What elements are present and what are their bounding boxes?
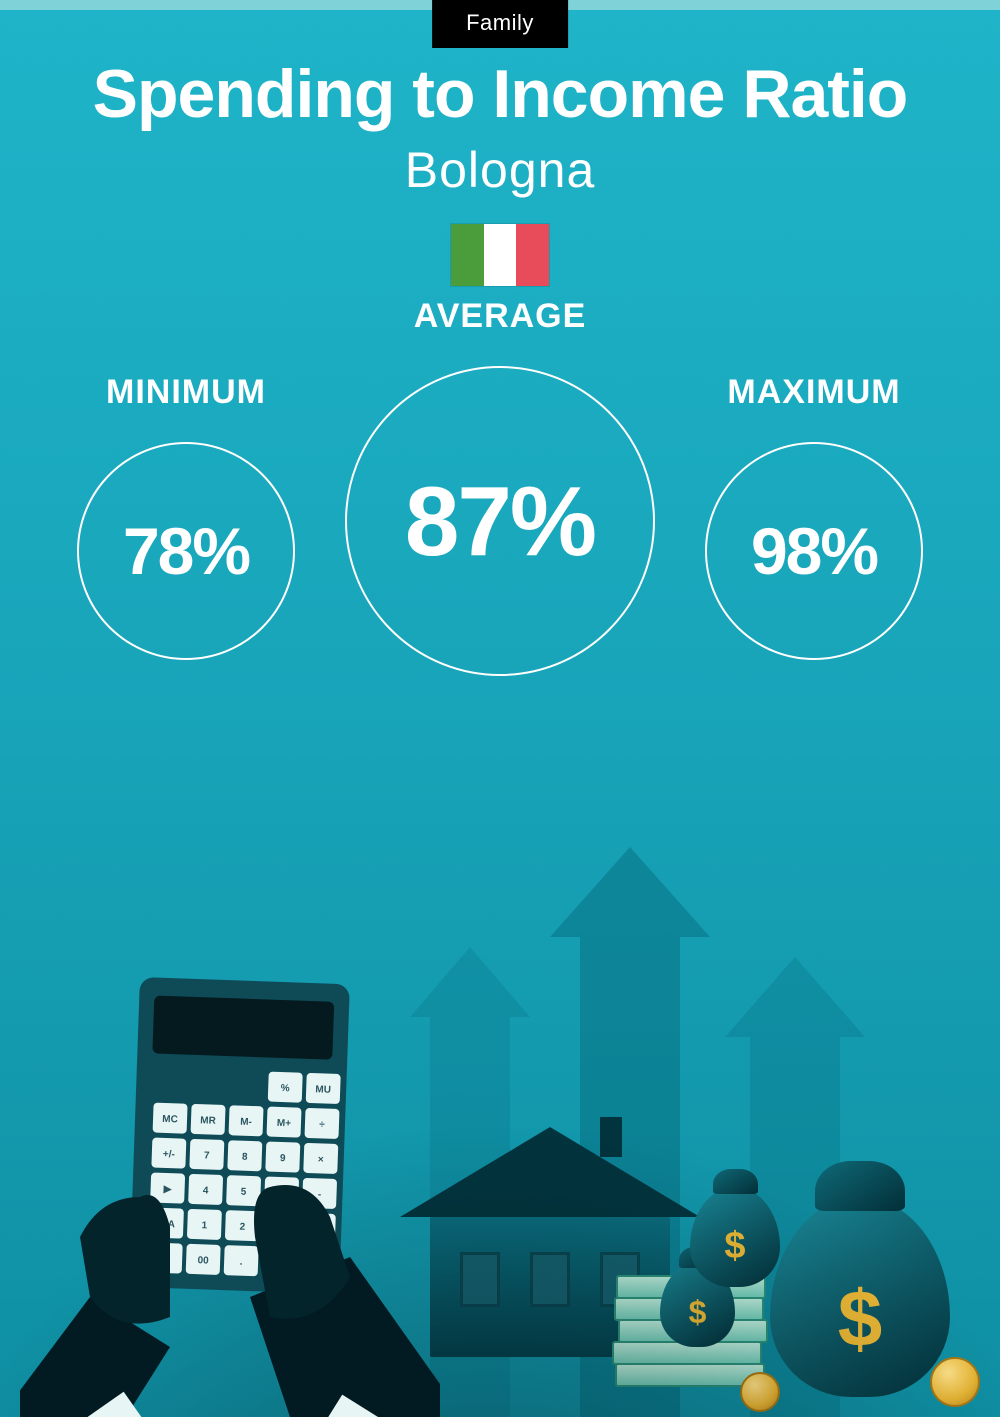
- page-title: Spending to Income Ratio: [0, 55, 1000, 133]
- stat-circle-maximum: 98%: [705, 442, 923, 660]
- svg-text:8: 8: [242, 1152, 248, 1163]
- stat-maximum: MAXIMUM 98%: [705, 373, 923, 660]
- stat-circle-average: 87%: [345, 366, 655, 676]
- coin-icon: [740, 1372, 780, 1412]
- svg-text:2: 2: [239, 1222, 245, 1233]
- house-icon: [400, 1157, 700, 1357]
- illustration-area: $ $ $ %MUMCMRM-M+÷+/-789×▶456-C/A123+000…: [0, 817, 1000, 1417]
- money-stack-icon: [610, 1247, 770, 1387]
- category-tab: Family: [432, 0, 568, 48]
- svg-text:7: 7: [204, 1150, 210, 1161]
- svg-text:MU: MU: [315, 1084, 331, 1096]
- arrow-up-icon: [580, 937, 680, 1417]
- svg-text:00: 00: [197, 1255, 209, 1266]
- svg-text:=: =: [314, 1259, 320, 1270]
- arrow-up-icon: [430, 1017, 510, 1417]
- svg-text:+/-: +/-: [163, 1149, 175, 1160]
- svg-text:×: ×: [318, 1154, 324, 1165]
- stat-average: AVERAGE 87%: [345, 297, 655, 676]
- svg-text:▶: ▶: [163, 1184, 173, 1195]
- svg-text:MR: MR: [200, 1115, 217, 1127]
- arrow-up-icon: [750, 1037, 840, 1417]
- svg-text:1: 1: [201, 1220, 207, 1231]
- svg-text:-: -: [318, 1189, 322, 1200]
- italy-flag-icon: [450, 223, 550, 287]
- svg-text:%: %: [281, 1083, 290, 1094]
- header: Spending to Income Ratio Bologna: [0, 55, 1000, 287]
- svg-text:C/A: C/A: [158, 1219, 176, 1231]
- money-bag-icon: $: [690, 1187, 780, 1287]
- svg-text:+: +: [315, 1224, 321, 1235]
- vignette-shadow: [0, 1117, 1000, 1417]
- svg-text:9: 9: [280, 1153, 286, 1164]
- svg-text:÷: ÷: [319, 1119, 325, 1130]
- coin-icon: [930, 1357, 980, 1407]
- svg-text:M-: M-: [240, 1117, 252, 1128]
- svg-text:.: .: [240, 1257, 243, 1268]
- svg-text:M+: M+: [277, 1118, 292, 1129]
- svg-text:0: 0: [162, 1254, 168, 1265]
- svg-text:3: 3: [277, 1223, 283, 1234]
- svg-text:6: 6: [279, 1188, 285, 1199]
- stat-value-maximum: 98%: [751, 513, 877, 589]
- stat-label-minimum: MINIMUM: [106, 373, 266, 412]
- money-bag-icon: $: [770, 1197, 950, 1397]
- svg-text:MC: MC: [162, 1114, 178, 1126]
- stat-value-average: 87%: [405, 465, 595, 578]
- stats-row: MINIMUM 78% AVERAGE 87% MAXIMUM 98%: [0, 357, 1000, 676]
- stat-value-minimum: 78%: [123, 513, 249, 589]
- stat-circle-minimum: 78%: [77, 442, 295, 660]
- hands-calculator-icon: %MUMCMRM-M+÷+/-789×▶456-C/A123+000.=: [20, 937, 440, 1417]
- category-tab-label: Family: [466, 10, 534, 35]
- stat-minimum: MINIMUM 78%: [77, 373, 295, 660]
- stat-label-average: AVERAGE: [414, 297, 587, 336]
- svg-text:4: 4: [203, 1185, 209, 1196]
- money-bag-icon: $: [660, 1262, 735, 1347]
- svg-text:5: 5: [241, 1187, 247, 1198]
- page-subtitle: Bologna: [0, 141, 1000, 199]
- stat-label-maximum: MAXIMUM: [727, 373, 900, 412]
